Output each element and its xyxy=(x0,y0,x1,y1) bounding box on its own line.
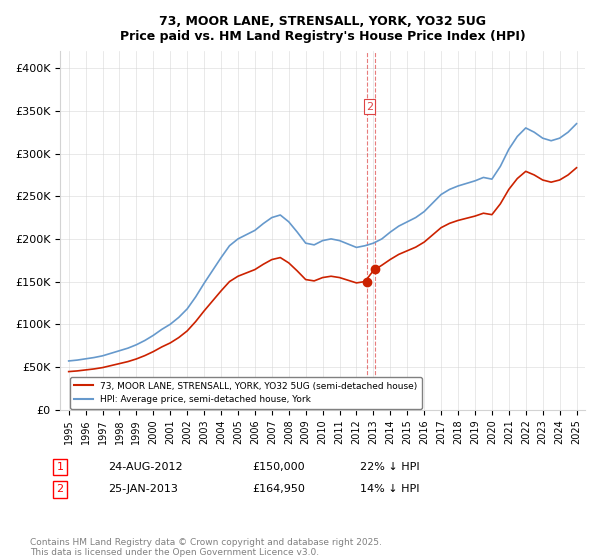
Text: 14% ↓ HPI: 14% ↓ HPI xyxy=(360,484,419,494)
Text: 24-AUG-2012: 24-AUG-2012 xyxy=(108,462,182,472)
Text: 2: 2 xyxy=(56,484,64,494)
Text: 25-JAN-2013: 25-JAN-2013 xyxy=(108,484,178,494)
Text: Contains HM Land Registry data © Crown copyright and database right 2025.
This d: Contains HM Land Registry data © Crown c… xyxy=(30,538,382,557)
Text: 1: 1 xyxy=(56,462,64,472)
Legend: 73, MOOR LANE, STRENSALL, YORK, YO32 5UG (semi-detached house), HPI: Average pri: 73, MOOR LANE, STRENSALL, YORK, YO32 5UG… xyxy=(70,377,422,409)
Text: £164,950: £164,950 xyxy=(252,484,305,494)
Text: £150,000: £150,000 xyxy=(252,462,305,472)
Title: 73, MOOR LANE, STRENSALL, YORK, YO32 5UG
Price paid vs. HM Land Registry's House: 73, MOOR LANE, STRENSALL, YORK, YO32 5UG… xyxy=(120,15,526,43)
Text: 22% ↓ HPI: 22% ↓ HPI xyxy=(360,462,419,472)
Text: 2: 2 xyxy=(366,101,373,111)
